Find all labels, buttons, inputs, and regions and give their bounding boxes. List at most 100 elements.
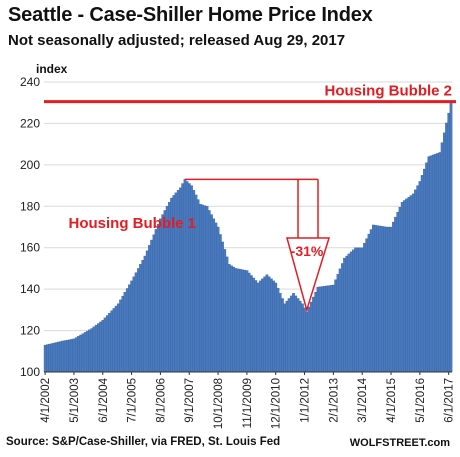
- bar: [418, 181, 422, 373]
- bar: [345, 255, 349, 373]
- bar: [145, 250, 149, 373]
- bar: [130, 280, 133, 373]
- bar: [181, 183, 184, 373]
- bubble2-label: Housing Bubble 2: [325, 83, 453, 100]
- bar: [43, 344, 47, 373]
- bar: [50, 343, 54, 373]
- bar: [212, 218, 216, 373]
- bar: [57, 341, 60, 373]
- bar: [232, 266, 235, 373]
- bar: [438, 152, 442, 373]
- bar: [292, 293, 295, 373]
- bar: [407, 197, 411, 373]
- bar: [201, 204, 204, 373]
- bar: [400, 201, 404, 373]
- bar: [276, 287, 280, 373]
- bar: [389, 226, 393, 373]
- bar: [380, 226, 384, 373]
- bar: [387, 226, 391, 373]
- bar: [136, 268, 140, 373]
- bar: [334, 279, 337, 373]
- bar: [210, 214, 213, 373]
- bar: [148, 245, 151, 373]
- bar: [199, 204, 202, 373]
- bar: [245, 270, 249, 373]
- bar: [221, 241, 224, 373]
- bar: [398, 206, 402, 373]
- x-tick-label: 6/1/2017: [444, 378, 456, 423]
- bar: [79, 334, 82, 373]
- bar: [323, 286, 326, 373]
- bar: [99, 321, 102, 373]
- bar: [365, 238, 369, 373]
- bar: [183, 179, 187, 373]
- bar: [85, 330, 89, 373]
- bar: [358, 247, 362, 373]
- x-tick-label: 9/1/2007: [184, 378, 196, 423]
- bar: [378, 225, 382, 373]
- bar: [205, 206, 209, 373]
- y-tick-label: 200: [20, 158, 40, 172]
- bar: [442, 132, 446, 373]
- bar: [369, 229, 373, 373]
- bar: [46, 344, 49, 373]
- bar: [318, 286, 322, 373]
- bar: [134, 272, 138, 373]
- bar: [117, 303, 120, 373]
- bar: [234, 268, 238, 373]
- bar: [449, 102, 453, 373]
- bar: [92, 326, 96, 373]
- bar: [114, 305, 118, 373]
- bar: [403, 200, 406, 373]
- bar: [352, 249, 355, 373]
- bar: [70, 339, 74, 373]
- bar: [252, 277, 255, 373]
- bar: [97, 323, 100, 373]
- bar: [254, 280, 258, 373]
- bar: [48, 343, 51, 373]
- bar: [423, 168, 426, 373]
- bar: [112, 308, 116, 373]
- x-tick-label: 6/1/2004: [98, 377, 110, 422]
- bar: [281, 298, 284, 373]
- bar: [354, 247, 357, 373]
- bar: [278, 293, 282, 373]
- bar: [247, 272, 251, 373]
- bar: [440, 142, 444, 373]
- bar: [391, 221, 395, 373]
- bar: [258, 280, 262, 373]
- bar: [141, 259, 145, 373]
- bar: [425, 162, 428, 373]
- bar: [447, 112, 451, 373]
- bar: [185, 181, 189, 373]
- bar: [329, 285, 333, 373]
- bar: [312, 296, 315, 373]
- bar: [61, 340, 65, 373]
- bar: [298, 300, 302, 373]
- y-tick-label: 120: [20, 324, 40, 338]
- y-tick-label: 100: [20, 365, 40, 379]
- bar: [349, 251, 353, 373]
- bar: [385, 226, 388, 373]
- bar: [81, 333, 85, 373]
- bar: [132, 276, 136, 373]
- bar: [54, 342, 58, 373]
- y-tick-label: 240: [20, 75, 40, 89]
- bar: [196, 199, 200, 373]
- bar: [272, 280, 275, 373]
- x-tick-label: 5/1/2003: [69, 378, 81, 423]
- y-tick-label: 160: [20, 241, 40, 255]
- bar: [161, 214, 165, 373]
- bar: [394, 216, 397, 373]
- bar: [343, 257, 346, 373]
- bar: [72, 338, 76, 373]
- bar: [372, 224, 375, 373]
- bar: [294, 295, 298, 373]
- bar: [77, 336, 80, 373]
- bar: [274, 282, 278, 373]
- bar: [301, 303, 304, 373]
- x-tick-label: 1/1/2012: [300, 378, 312, 423]
- bar: [374, 225, 377, 373]
- bar: [163, 210, 167, 373]
- bar: [307, 306, 311, 373]
